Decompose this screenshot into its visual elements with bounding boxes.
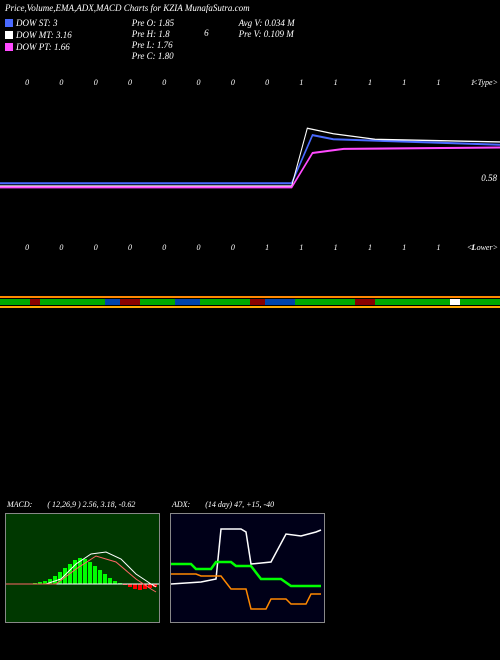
macd-params: ( 12,26,9 ) 2.56, 3.18, -0.62 — [47, 500, 135, 509]
stat-middle: 6 — [204, 18, 209, 61]
stat-low: Pre L: 1.76 — [132, 40, 174, 50]
stat-close: Pre C: 1.80 — [132, 51, 174, 61]
dow-st-item: DOW ST: 3 — [5, 18, 72, 28]
stats-col1: Pre O: 1.85 Pre H: 1.8 Pre L: 1.76 Pre C… — [132, 18, 174, 61]
price-line-blue — [0, 135, 500, 183]
page-title: Price,Volume,EMA,ADX,MACD Charts for KZI… — [0, 0, 500, 16]
dow-st-swatch — [5, 19, 13, 27]
macd-panel: MACD: ( 12,26,9 ) 2.56, 3.18, -0.62 — [5, 498, 160, 628]
dow-pt-swatch — [5, 43, 13, 51]
adx-header: ADX: (14 day) 47, +15, -40 — [170, 498, 325, 511]
adx-title: ADX: — [172, 500, 190, 509]
dow-pt-item: DOW PT: 1.66 — [5, 42, 72, 52]
dow-legend: DOW ST: 3 DOW MT: 3.16 DOW PT: 1.66 — [5, 18, 72, 61]
band-line-bottom — [0, 306, 500, 308]
macd-body — [5, 513, 160, 623]
adx-minus-di-line — [171, 574, 321, 609]
stat-high: Pre H: 1.8 — [132, 29, 174, 39]
stat-open: Pre O: 1.85 — [132, 18, 174, 28]
price-ticks: 00000000111111 — [0, 78, 500, 87]
volume-chart: 00000001111111 <Lower> — [0, 243, 500, 333]
band-segments — [0, 299, 500, 305]
price-line-pink — [0, 148, 500, 188]
price-line-white — [0, 128, 500, 186]
adx-panel: ADX: (14 day) 47, +15, -40 — [170, 498, 325, 628]
dow-st-label: DOW ST: 3 — [16, 18, 58, 28]
stat-avgvol: Avg V: 0.034 M — [239, 18, 295, 28]
dow-mt-item: DOW MT: 3.16 — [5, 30, 72, 40]
price-value-label: 0.58 — [481, 173, 497, 183]
lower-panels: MACD: ( 12,26,9 ) 2.56, 3.18, -0.62 ADX:… — [0, 493, 500, 633]
stat-prevol: Pre V: 0.109 M — [239, 29, 295, 39]
dow-mt-swatch — [5, 31, 13, 39]
adx-main-line — [171, 529, 321, 584]
adx-body — [170, 513, 325, 623]
macd-title: MACD: — [7, 500, 32, 509]
dow-pt-label: DOW PT: 1.66 — [16, 42, 70, 52]
volume-ticks: 00000001111111 — [0, 243, 500, 252]
macd-header: MACD: ( 12,26,9 ) 2.56, 3.18, -0.62 — [5, 498, 160, 511]
stats-area: Pre O: 1.85 Pre H: 1.8 Pre L: 1.76 Pre C… — [132, 18, 295, 61]
legend-area: DOW ST: 3 DOW MT: 3.16 DOW PT: 1.66 Pre … — [0, 16, 500, 63]
price-y-label: <Type> — [472, 78, 498, 87]
macd-svg — [6, 514, 159, 622]
band-line-top — [0, 296, 500, 298]
price-lines-svg — [0, 87, 500, 197]
color-band — [0, 292, 500, 312]
volume-y-label: <Lower> — [467, 243, 498, 252]
adx-svg — [171, 514, 324, 622]
macd-histogram — [33, 558, 157, 590]
adx-params: (14 day) 47, +15, -40 — [205, 500, 274, 509]
stats-col2: Avg V: 0.034 M Pre V: 0.109 M — [239, 18, 295, 61]
price-chart: 00000000111111 <Type> 0.58 — [0, 78, 500, 238]
dow-mt-label: DOW MT: 3.16 — [16, 30, 72, 40]
